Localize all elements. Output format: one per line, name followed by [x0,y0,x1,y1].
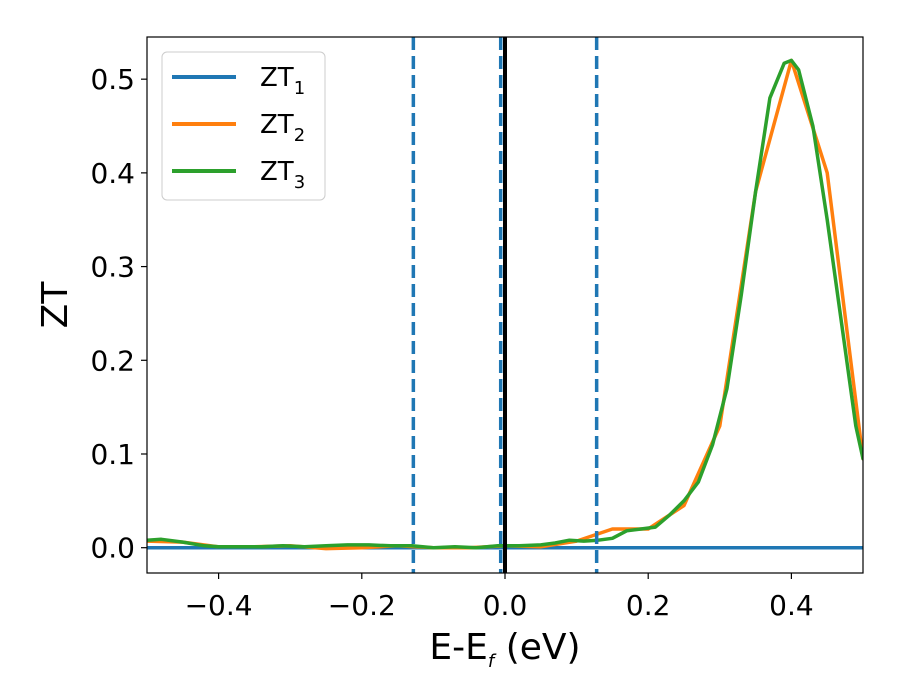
y-tick-label: 0.1 [90,438,135,471]
y-tick-label: 0.4 [90,157,135,190]
y-tick-label: 0.5 [90,63,135,96]
y-axis-label: ZT [35,281,76,329]
x-axis-label-subscript: f [488,651,497,672]
x-axis: −0.4 −0.2 0.0 0.2 0.4 [185,573,814,622]
x-tick-label: 0.4 [769,589,814,622]
legend-label-zt1: ZT1 [260,63,305,99]
x-tick-label: 0.2 [626,589,671,622]
x-axis-label: E-Ef (eV) [429,627,580,672]
x-axis-label-main: E-E [429,627,487,668]
legend-items: ZT1 ZT2 ZT3 [172,63,305,193]
x-tick-label: 0.0 [483,589,528,622]
series-line-zt3 [147,58,863,550]
x-axis-label-suffix: (eV) [494,627,580,668]
legend-label-zt3: ZT3 [260,157,305,193]
legend-label-zt2: ZT2 [260,110,305,146]
plot-content [147,37,863,573]
y-tick-label: 0.3 [90,251,135,284]
x-tick-label: −0.2 [328,589,396,622]
legend-box [161,51,326,201]
x-tick-label: −0.4 [185,589,253,622]
legend: ZT1 ZT2 ZT3 [161,51,326,201]
y-tick-label: 0.2 [90,344,135,377]
y-axis: 0.0 0.1 0.2 0.3 0.4 0.5 [90,63,147,565]
y-tick-label: 0.0 [90,532,135,565]
